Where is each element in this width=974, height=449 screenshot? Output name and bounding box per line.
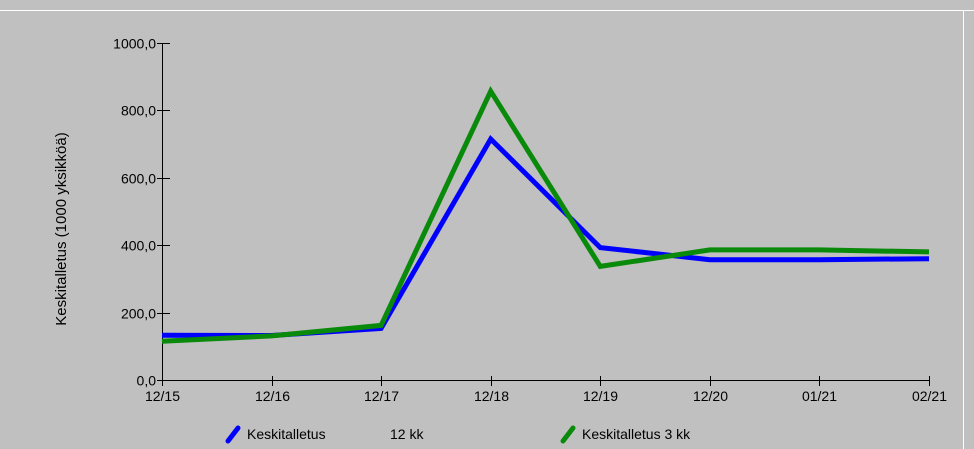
x-tick-label: 12/20 — [693, 388, 728, 404]
x-tick-label: 01/21 — [802, 388, 837, 404]
y-tick-label: 800,0 — [121, 103, 156, 119]
legend-item-1: Keskitalletus 12 kk — [225, 425, 424, 444]
y-tick-label: 0,0 — [137, 373, 157, 389]
y-tick-label: 200,0 — [121, 306, 156, 322]
legend: Keskitalletus 12 kk Keskitalletus 3 kk — [225, 425, 691, 444]
y-tick-label: 1000,0 — [113, 36, 156, 52]
x-tick-label: 12/19 — [583, 388, 618, 404]
legend-label: Keskitalletus — [247, 426, 326, 442]
x-tick-label: 02/21 — [912, 388, 947, 404]
axes: 0,0 200,0 400,0 600,0 800,0 1000,0 12/15 12/16 1… — [113, 36, 947, 405]
x-tick-label: 12/17 — [364, 388, 399, 404]
series-line-2 — [161, 85, 930, 344]
series-layer — [161, 85, 930, 344]
legend-swatch — [560, 425, 576, 444]
y-axis-label: Keskitalletus (1000 yksikköä) — [53, 132, 70, 325]
x-tick-label: 12/16 — [255, 388, 290, 404]
y-tick-label: 600,0 — [121, 171, 156, 187]
x-tick-label: 12/18 — [474, 388, 509, 404]
y-tick-label: 400,0 — [121, 238, 156, 254]
legend-label: Keskitalletus 3 kk — [582, 426, 691, 442]
legend-label-suffix: 12 kk — [390, 426, 424, 442]
legend-item-2: Keskitalletus 3 kk — [560, 425, 691, 444]
legend-swatch — [225, 425, 241, 444]
x-tick-label: 12/15 — [145, 388, 180, 404]
